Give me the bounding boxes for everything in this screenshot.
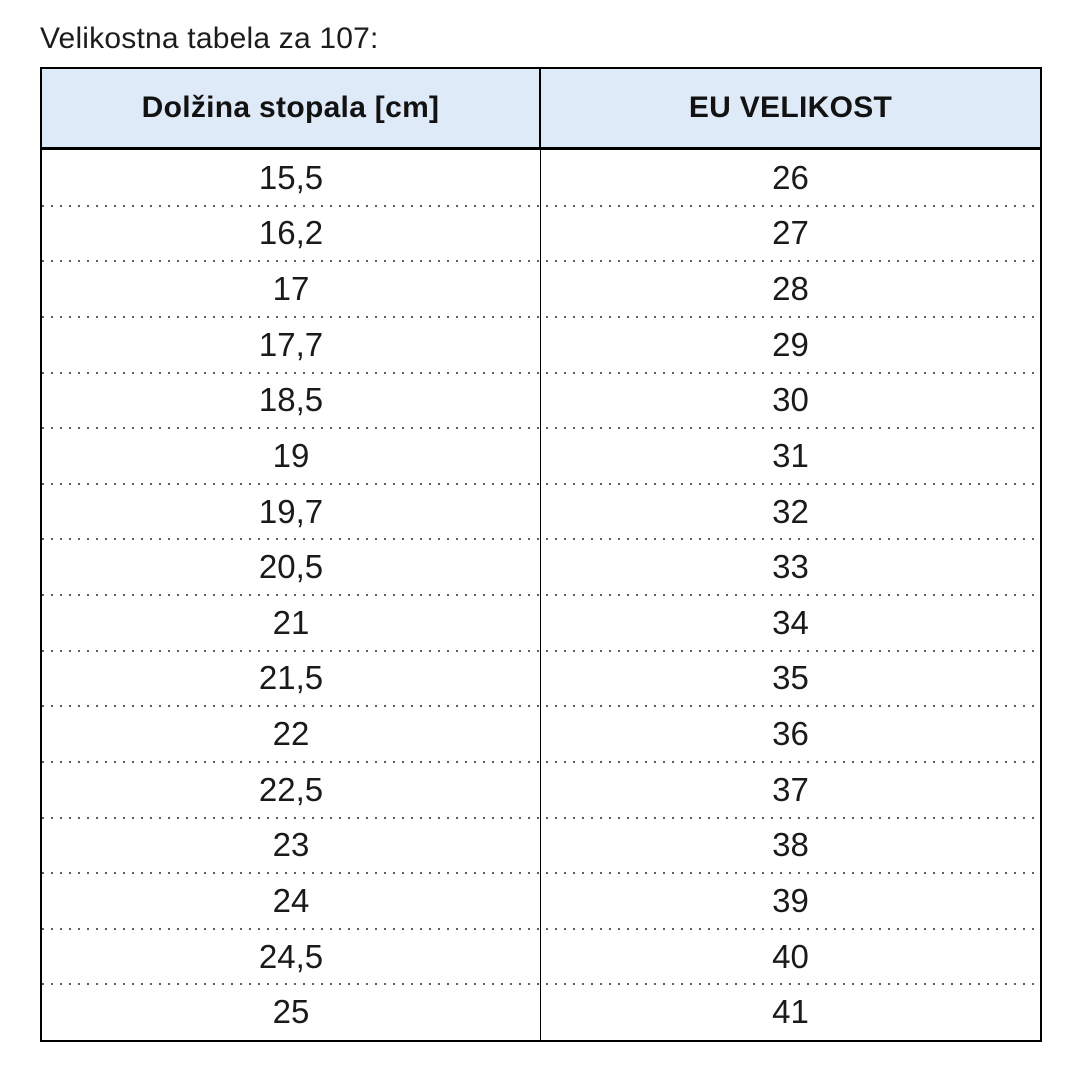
eu-size-cell: 33 [772, 548, 809, 586]
eu-size-cell: 32 [772, 492, 809, 530]
foot-length-cell: 22 [42, 706, 541, 762]
table-row: 25 41 [42, 983, 1040, 1040]
table-row: 24 39 [42, 872, 1040, 929]
foot-length-cell: 21 [42, 595, 541, 651]
foot-length-cell: 22,5 [42, 761, 541, 818]
foot-length-cell: 18,5 [42, 372, 541, 429]
eu-size-cell: 35 [772, 659, 809, 697]
foot-length-cell: 20,5 [42, 539, 541, 595]
table-row: 22,5 37 [42, 760, 1040, 818]
foot-length-cell: 23 [42, 817, 541, 874]
eu-size-cell: 28 [772, 270, 809, 308]
foot-length-cell: 15,5 [42, 150, 541, 206]
page-title: Velikostna tabela za 107: [40, 22, 379, 55]
foot-length-cell: 16,2 [42, 205, 541, 262]
table-row: 15,5 26 [42, 150, 1040, 206]
eu-size-cell: 38 [772, 826, 809, 864]
table-row: 18,5 30 [42, 371, 1040, 429]
foot-length-cell: 19,7 [42, 483, 541, 540]
eu-size-cell: 26 [772, 158, 809, 196]
header-cell-foot-length: Dolžina stopala [cm] [42, 69, 541, 147]
table-row: 16,2 27 [42, 204, 1040, 262]
table-row: 23 38 [42, 816, 1040, 874]
table-row: 20,5 33 [42, 538, 1040, 595]
foot-length-cell: 25 [42, 984, 541, 1040]
table-header-row: Dolžina stopala [cm] EU VELIKOST [42, 69, 1040, 150]
foot-length-cell: 17 [42, 261, 541, 317]
header-cell-eu-size: EU VELIKOST [688, 91, 893, 124]
eu-size-cell: 29 [772, 325, 809, 363]
eu-size-cell: 39 [772, 881, 809, 919]
table-row: 22 36 [42, 705, 1040, 762]
eu-size-cell: 41 [772, 993, 809, 1031]
eu-size-cell: 30 [772, 381, 809, 419]
table-row: 21,5 35 [42, 649, 1040, 707]
table-row: 24,5 40 [42, 927, 1040, 985]
table-row: 19 31 [42, 427, 1040, 484]
eu-size-cell: 34 [772, 603, 809, 641]
eu-size-cell: 40 [772, 937, 809, 975]
foot-length-cell: 17,7 [42, 316, 541, 373]
eu-size-cell: 36 [772, 715, 809, 753]
foot-length-cell: 24,5 [42, 928, 541, 985]
eu-size-cell: 31 [772, 436, 809, 474]
size-table: Dolžina stopala [cm] EU VELIKOST 15,5 26… [40, 67, 1042, 1042]
eu-size-cell: 27 [772, 214, 809, 252]
foot-length-cell: 24 [42, 873, 541, 929]
table-row: 17,7 29 [42, 315, 1040, 373]
table-body: 15,5 26 16,2 27 17 28 17,7 29 18,5 30 19… [42, 150, 1040, 1040]
eu-size-cell: 37 [772, 770, 809, 808]
foot-length-cell: 19 [42, 428, 541, 484]
table-row: 17 28 [42, 260, 1040, 317]
table-row: 21 34 [42, 594, 1040, 651]
foot-length-cell: 21,5 [42, 650, 541, 707]
table-row: 19,7 32 [42, 482, 1040, 540]
